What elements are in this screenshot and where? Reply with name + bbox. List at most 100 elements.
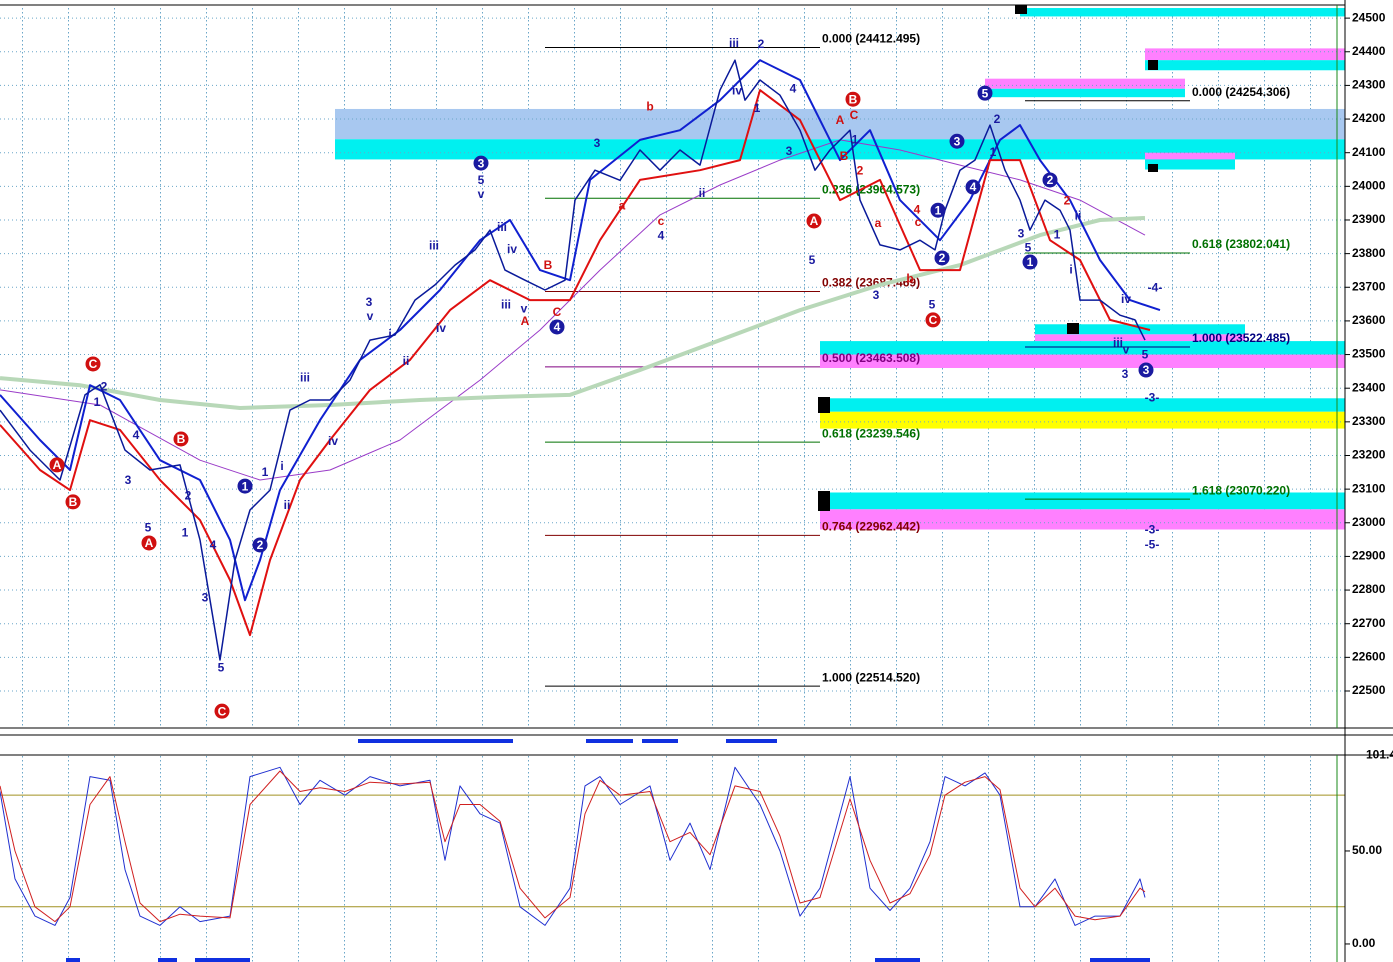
wave-label: iv (732, 83, 742, 97)
wave-label: 3 (478, 156, 485, 170)
fib-label: 1.000 (23522.485) (1192, 331, 1290, 345)
wave-label: B (544, 258, 553, 272)
wave-label: B (69, 495, 78, 509)
y-tick-label: 23800 (1352, 246, 1386, 260)
wave-label: 3 (873, 288, 880, 302)
last-value-label: 101.4 (1366, 748, 1393, 762)
wave-label: 3 (594, 136, 601, 150)
y-tick-label: 23300 (1352, 414, 1386, 428)
y-tick-label: 23600 (1352, 313, 1386, 327)
wave-marker (949, 133, 965, 149)
wave-label: ii (699, 186, 706, 200)
y-tick-label: 24000 (1352, 179, 1386, 193)
wave-label: 4 (210, 538, 217, 552)
series-line (0, 59, 1161, 602)
fib-label: 0.764 (22962.442) (822, 520, 920, 534)
wave-marker (65, 494, 81, 510)
zone (1145, 152, 1235, 160)
y-tick-label: 23400 (1352, 380, 1386, 394)
wave-marker (1022, 254, 1038, 270)
wave-marker (141, 535, 157, 551)
wave-label: 2 (857, 163, 864, 177)
wave-label: 3 (1122, 367, 1129, 381)
y-tick-label: 23100 (1352, 481, 1386, 495)
wave-label: ii (1075, 208, 1082, 222)
wave-marker (845, 91, 861, 107)
zone (985, 88, 1185, 98)
zone (820, 492, 1345, 510)
wave-label: i (1069, 262, 1072, 276)
fib-label: 0.000 (24254.306) (1192, 85, 1290, 99)
wave-label: 1 (754, 101, 761, 115)
wave-label: iii (729, 36, 739, 50)
fib-label: 1.000 (22514.520) (822, 670, 920, 684)
wave-label: iii (497, 220, 507, 234)
y-tick-label: 23000 (1352, 515, 1386, 529)
wave-label: -3- (1145, 522, 1160, 536)
y-tick-label: 22800 (1352, 582, 1386, 596)
y-tick-label: 23900 (1352, 212, 1386, 226)
wave-label: a (875, 216, 882, 230)
y-tick-label: 22900 (1352, 549, 1386, 563)
wave-label: iii (429, 238, 439, 252)
wave-label: A (53, 458, 62, 472)
wave-marker (214, 703, 230, 719)
wave-marker (549, 319, 565, 335)
wave-label: 5 (982, 86, 989, 100)
wave-label: 5 (929, 297, 936, 311)
zone (335, 139, 1345, 160)
wave-label: B (849, 92, 858, 106)
wave-marker (473, 155, 489, 171)
wave-label: A (521, 314, 530, 328)
wave-label: b (906, 271, 913, 285)
wave-label: 1 (242, 479, 249, 493)
wave-label: 4 (554, 320, 561, 334)
zone (1145, 48, 1345, 61)
wave-label: v (478, 187, 485, 201)
cycle-markers (66, 739, 1150, 962)
fib-label: 1.618 (23070.220) (1192, 483, 1290, 497)
series-line (0, 139, 1146, 481)
wave-label: 2 (1047, 173, 1054, 187)
wave-label: 3 (1018, 226, 1025, 240)
wave-label: C (929, 313, 938, 327)
wave-marker (85, 356, 101, 372)
y-tick-label: 24400 (1352, 44, 1386, 58)
series-line (0, 89, 1151, 637)
wave-label: 3 (786, 144, 793, 158)
wave-marker (925, 312, 941, 328)
wave-label: iii (1113, 335, 1123, 349)
y-tick-label: 22600 (1352, 650, 1386, 664)
zone (1035, 334, 1245, 342)
wave-label: c (658, 214, 665, 228)
wave-label: iv (328, 434, 338, 448)
wave-label: 1 (935, 203, 942, 217)
wave-label: 3 (954, 134, 961, 148)
wave-label: 4 (658, 228, 665, 242)
wave-label: 5 (145, 520, 152, 534)
wave-label: A (810, 214, 819, 228)
wave-label: c (915, 215, 922, 229)
y-tick-label: 22700 (1352, 616, 1386, 630)
y-tick-label: 0.00 (1352, 936, 1376, 950)
wave-label: -3- (1145, 390, 1160, 404)
wave-label: 2 (101, 379, 108, 393)
wave-marker (49, 457, 65, 473)
wave-label: 5 (1025, 240, 1032, 254)
wave-label: b (646, 99, 653, 113)
vertical-grid (0, 755, 1345, 962)
y-tick-label: 23200 (1352, 448, 1386, 462)
wave-label: A (836, 113, 845, 127)
zone (985, 78, 1185, 89)
zone (1145, 159, 1235, 170)
wave-label: v (1123, 342, 1130, 356)
zone (820, 398, 1345, 412)
wave-marker (934, 250, 950, 266)
wave-label: iv (507, 242, 517, 256)
wave-marker (965, 179, 981, 195)
wave-label: iv (1121, 292, 1131, 306)
wave-marker (806, 213, 822, 229)
wave-label: 5 (809, 253, 816, 267)
wave-label: C (553, 305, 562, 319)
